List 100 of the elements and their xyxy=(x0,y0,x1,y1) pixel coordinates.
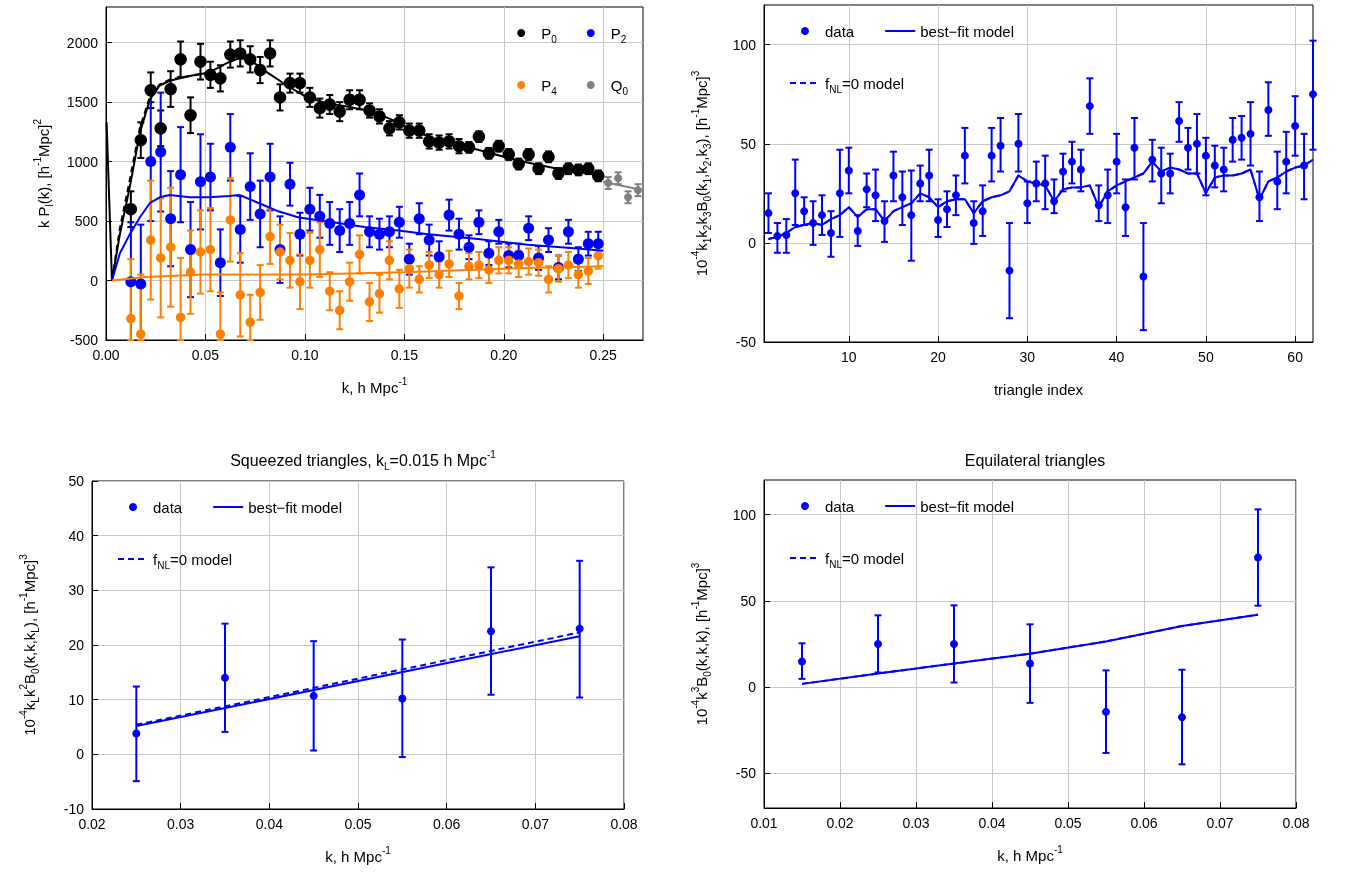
point xyxy=(874,640,882,648)
point xyxy=(204,171,216,183)
point xyxy=(592,238,604,250)
x-tick-label: 0.20 xyxy=(490,347,518,363)
y-axis-title: k Pl(k), [h-1Mpc]2 xyxy=(31,118,55,229)
x-tick-label: 0.15 xyxy=(390,347,419,363)
point xyxy=(195,247,206,257)
x-axis-title: triangle index xyxy=(993,380,1084,398)
point xyxy=(414,274,424,285)
point xyxy=(384,255,395,266)
y-tick-label: 30 xyxy=(68,582,85,599)
legend-label: best−fit model xyxy=(920,22,1015,40)
point xyxy=(234,223,246,235)
point xyxy=(582,238,594,250)
text: 10-4kLk2B0(k,k,kL), [h-1Mpc]3 xyxy=(17,554,41,736)
x-tick-label: 0.06 xyxy=(433,816,461,832)
point xyxy=(175,169,187,181)
point xyxy=(325,286,335,296)
point xyxy=(145,156,157,168)
legend-label: best−fit model xyxy=(920,497,1015,515)
x-tick-label: 0.05 xyxy=(344,816,372,832)
point xyxy=(221,673,229,682)
point xyxy=(214,257,226,269)
x-tick-label: 0.02 xyxy=(78,816,106,832)
point xyxy=(575,624,584,633)
point xyxy=(403,253,415,265)
point xyxy=(305,255,315,266)
point xyxy=(126,313,136,324)
point xyxy=(255,287,265,298)
point xyxy=(194,176,206,188)
point xyxy=(174,53,187,66)
legend-label: best−fit model xyxy=(248,498,343,516)
y-tick-label: 10 xyxy=(68,691,85,708)
legend-label: data xyxy=(825,22,855,40)
point xyxy=(294,228,306,240)
x-tick-label: 0.08 xyxy=(610,816,638,832)
point xyxy=(474,260,484,270)
point xyxy=(175,312,186,323)
point xyxy=(132,729,141,738)
point xyxy=(309,691,318,700)
y-tick-label: 0 xyxy=(748,234,757,251)
y-tick-label: 100 xyxy=(732,506,757,523)
y-tick-label: 40 xyxy=(68,527,85,544)
point xyxy=(244,181,256,193)
point xyxy=(273,91,287,104)
text: 10-4k1k2k3B0(k1,k2,k3), [h-1Mpc]3 xyxy=(689,70,713,277)
x-tick-label: 60 xyxy=(1287,349,1304,365)
y-tick-label: 1000 xyxy=(66,153,99,170)
point xyxy=(214,72,227,85)
x-tick-label: 30 xyxy=(1019,349,1036,365)
point xyxy=(284,178,296,190)
point xyxy=(1102,707,1110,716)
x-tick-label: 20 xyxy=(930,349,947,365)
point xyxy=(424,260,434,270)
y-tick-label: 50 xyxy=(740,592,757,609)
point xyxy=(154,122,167,135)
y-tick-label: 2000 xyxy=(66,34,99,51)
point xyxy=(364,297,375,307)
legend-label: data xyxy=(153,498,183,516)
x-tick-label: 0.05 xyxy=(1054,815,1082,831)
x-tick-label: 0.07 xyxy=(521,816,550,832)
point xyxy=(798,657,806,666)
point xyxy=(373,228,385,240)
point xyxy=(265,231,275,242)
point xyxy=(263,47,277,60)
y-tick-label: 50 xyxy=(68,473,85,489)
point xyxy=(523,222,535,234)
legend-label: data xyxy=(825,497,855,515)
point xyxy=(184,108,197,122)
x-tick-label: 0.03 xyxy=(167,816,195,832)
point xyxy=(205,244,216,255)
y-tick-label: 50 xyxy=(740,135,757,152)
point xyxy=(254,208,266,220)
y-tick-label: -50 xyxy=(735,334,757,350)
x-tick-label: 40 xyxy=(1108,349,1125,365)
point xyxy=(443,209,455,221)
x-tick-label: 10 xyxy=(841,349,857,365)
x-tick-label: 50 xyxy=(1198,349,1214,365)
y-tick-label: -50 xyxy=(735,765,757,782)
point xyxy=(293,76,307,90)
point xyxy=(494,255,504,266)
point xyxy=(398,694,407,703)
x-tick-label: 0.08 xyxy=(1282,815,1310,831)
point xyxy=(1178,713,1186,722)
y-tick-label: 20 xyxy=(68,637,85,653)
point xyxy=(454,291,464,301)
x-tick-label: 0.07 xyxy=(1206,815,1234,831)
x-tick-label: 0.03 xyxy=(902,815,930,831)
point xyxy=(354,189,366,201)
x-tick-label: 0.05 xyxy=(191,347,220,363)
x-tick-label: 0.25 xyxy=(589,347,618,363)
point xyxy=(155,253,166,263)
point xyxy=(185,244,197,256)
point xyxy=(543,274,554,285)
y-tick-label: 1500 xyxy=(66,94,99,111)
point xyxy=(1254,553,1262,562)
point xyxy=(374,288,385,299)
point xyxy=(164,82,177,96)
point xyxy=(315,244,325,255)
x-tick-label: 0.04 xyxy=(978,815,1006,831)
